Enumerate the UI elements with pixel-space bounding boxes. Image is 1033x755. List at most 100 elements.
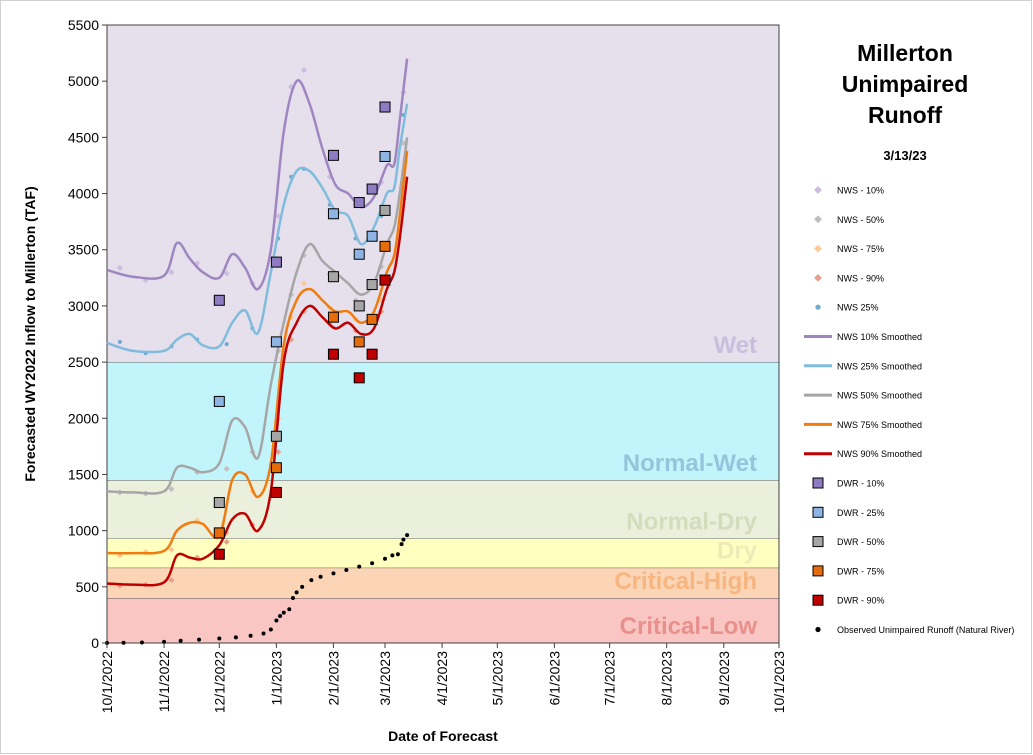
x-tick-label: 10/1/2022 [99, 651, 115, 713]
chart-subtitle: 3/13/23 [883, 148, 927, 163]
y-axis-label: Forecasted WY2022 Inflow to Millerton (T… [22, 186, 38, 481]
dwr-square [366, 348, 378, 360]
legend-label: NWS 25% [837, 303, 879, 313]
legend-label: NWS - 50% [837, 215, 884, 225]
dwr-square [270, 256, 282, 268]
y-tick-label: 0 [91, 635, 99, 651]
dot-point [357, 564, 362, 569]
band [107, 362, 779, 481]
dot-point [300, 584, 305, 589]
dot-point [399, 542, 404, 547]
dwr-square [379, 101, 391, 113]
chart-title: Millerton Unimpaired Runoff [841, 40, 969, 128]
nws-point [300, 280, 307, 287]
dot-point [261, 631, 266, 636]
dwr-square [379, 150, 391, 162]
legend-label: NWS - 75% [837, 244, 884, 254]
band [107, 567, 779, 599]
dwr-square [366, 183, 378, 195]
dot-point [290, 596, 295, 601]
dwr-square [379, 204, 391, 216]
dwr-square [327, 311, 339, 323]
dwr-square [812, 594, 824, 606]
dot-point [217, 636, 222, 641]
legend-label: Observed Unimpaired Runoff (Natural Rive… [837, 625, 1014, 635]
dot-point [815, 304, 821, 310]
dwr-square [379, 274, 391, 286]
y-tick-label: 4500 [68, 129, 99, 145]
legend-label: DWR - 10% [837, 479, 885, 489]
dwr-square [270, 430, 282, 442]
dot-point [395, 552, 400, 557]
legend-label: DWR - 25% [837, 508, 885, 518]
y-tick-label: 1000 [68, 523, 99, 539]
x-tick-label: 11/1/2022 [156, 651, 172, 712]
dwr-square [353, 197, 365, 209]
nws-point [168, 486, 175, 493]
band-label: Dry [717, 538, 758, 565]
dwr-square [366, 313, 378, 325]
nws-point [300, 66, 307, 73]
x-tick-label: 5/1/2023 [489, 651, 505, 706]
dwr-square [327, 271, 339, 283]
dwr-square [812, 536, 824, 548]
nws-point [814, 244, 822, 253]
band [107, 538, 779, 568]
dot-point [139, 640, 144, 645]
dot-point [287, 607, 292, 612]
x-tick-label: 8/1/2023 [659, 651, 675, 706]
legend-label: NWS 25% Smoothed [837, 361, 922, 371]
dwr-square [270, 336, 282, 348]
dwr-square [366, 230, 378, 242]
x-tick-label: 4/1/2023 [434, 651, 450, 706]
dot-point [233, 635, 238, 640]
dwr-square [353, 336, 365, 348]
dot-point [370, 561, 375, 566]
dwr-square [353, 248, 365, 260]
dot-point [390, 553, 395, 558]
dwr-square [812, 565, 824, 577]
dwr-square [353, 372, 365, 384]
y-tick-label: 2500 [68, 354, 99, 370]
x-tick-label: 10/1/2023 [771, 651, 787, 713]
dot-point [405, 533, 410, 538]
dot-point [278, 614, 283, 619]
dot-point [117, 339, 122, 344]
band [107, 598, 779, 643]
dot-point [318, 574, 323, 579]
dot-point [815, 626, 821, 633]
legend-label: NWS - 10% [837, 186, 884, 196]
nws-point [814, 215, 822, 224]
dwr-square [366, 279, 378, 291]
dwr-square [213, 527, 225, 539]
legend-label: DWR - 75% [837, 566, 885, 576]
dot-point [331, 571, 336, 576]
smoothed-line [106, 150, 409, 555]
band-label: Normal-Wet [623, 450, 757, 477]
y-tick-label: 2000 [68, 410, 99, 426]
dwr-square [213, 294, 225, 306]
x-tick-label: 6/1/2023 [546, 651, 562, 706]
dwr-square [270, 486, 282, 498]
legend-label: DWR - 50% [837, 537, 885, 547]
band [107, 25, 779, 363]
legend-label: NWS 50% Smoothed [837, 391, 922, 401]
dwr-square [213, 395, 225, 407]
band-label: Critical-High [614, 568, 757, 595]
dwr-square [353, 300, 365, 312]
nws-point [116, 264, 123, 271]
dot-point [162, 639, 167, 644]
dot-point [224, 342, 229, 347]
dwr-square [213, 548, 225, 560]
x-tick-label: 9/1/2023 [716, 651, 732, 706]
dot-point [274, 618, 279, 623]
dot-point [294, 590, 299, 595]
band-label: Wet [713, 332, 757, 359]
dwr-square [379, 240, 391, 252]
dwr-square [327, 208, 339, 220]
x-tick-label: 7/1/2023 [602, 651, 618, 706]
dwr-square [812, 506, 824, 518]
